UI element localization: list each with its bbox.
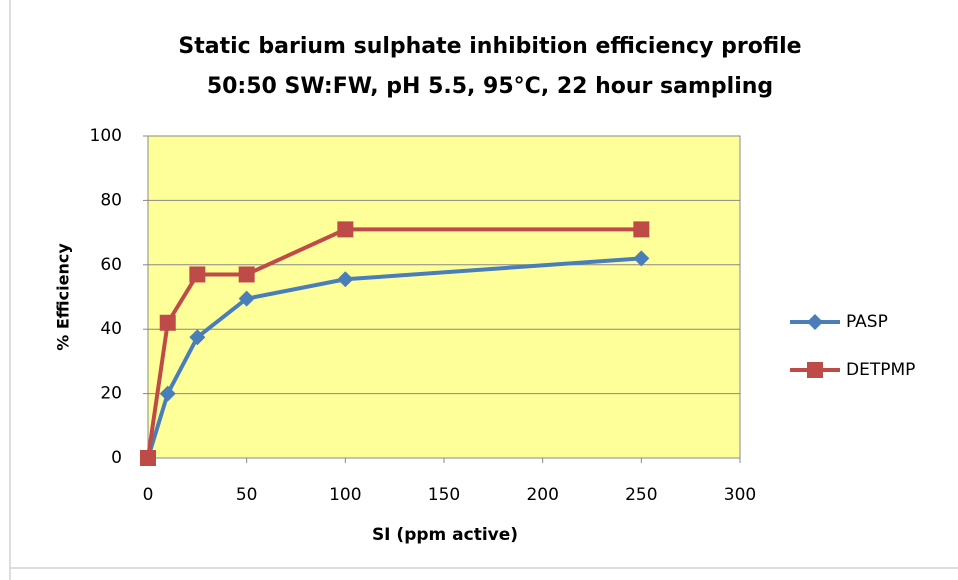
marker (337, 221, 354, 238)
x-axis-label: SI (ppm active) (372, 525, 518, 545)
marker (189, 266, 206, 283)
y-axis-label: % Efficiency (54, 243, 73, 351)
x-tick-label: 150 (428, 485, 460, 505)
marker (189, 329, 206, 346)
series-line (146, 256, 642, 459)
series-line (146, 227, 642, 459)
marker (140, 450, 156, 466)
x-tick-label: 200 (526, 485, 558, 505)
marker (633, 221, 650, 238)
marker (633, 250, 650, 267)
x-tick-label: 0 (143, 485, 154, 505)
legend-marker (807, 362, 823, 378)
y-tick-label: 40 (100, 319, 122, 339)
marker (159, 314, 176, 331)
marker (238, 290, 255, 307)
y-tick-label: 20 (100, 384, 122, 404)
y-tick-label: 80 (100, 190, 122, 210)
legend-label: DETPMP (846, 360, 915, 380)
x-tick-label: 50 (236, 485, 258, 505)
y-tick-label: 0 (111, 448, 122, 468)
x-tick-label: 300 (724, 485, 756, 505)
x-tick-label: 250 (625, 485, 657, 505)
marker (238, 266, 255, 283)
plot-area (147, 135, 741, 459)
y-tick-label: 60 (100, 255, 122, 275)
marker (159, 385, 176, 402)
marker (337, 271, 354, 288)
y-tick-label: 100 (90, 126, 122, 146)
x-tick-label: 100 (329, 485, 361, 505)
legend-marker (807, 314, 823, 330)
chart-title: Static barium sulphate inhibition effici… (178, 34, 801, 59)
chart-subtitle: 50:50 SW:FW, pH 5.5, 95°C, 22 hour sampl… (207, 74, 773, 99)
legend-label: PASP (846, 312, 888, 332)
